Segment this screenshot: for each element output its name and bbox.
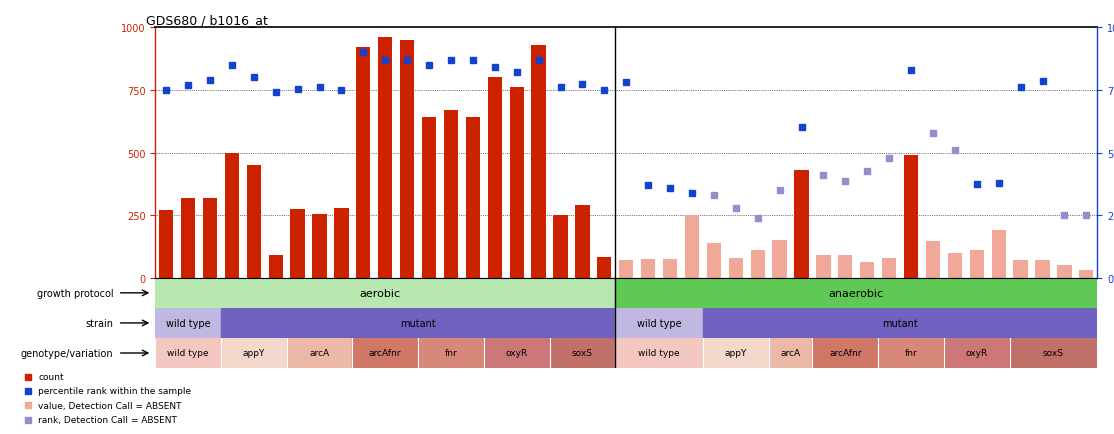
Bar — [926, 242, 940, 278]
Text: mutant: mutant — [882, 318, 918, 328]
Bar — [268, 256, 283, 278]
Bar — [838, 256, 852, 278]
Bar — [443, 111, 458, 278]
Bar — [615, 338, 703, 368]
Bar — [155, 278, 615, 308]
Bar — [703, 308, 1097, 338]
Bar — [286, 338, 352, 368]
Bar — [509, 88, 524, 278]
Bar — [221, 308, 615, 338]
Bar — [729, 258, 743, 278]
Bar — [706, 243, 721, 278]
Text: aerobic: aerobic — [359, 288, 400, 298]
Text: fnr: fnr — [905, 349, 918, 358]
Bar — [703, 338, 769, 368]
Text: value, Detection Call = ABSENT: value, Detection Call = ABSENT — [39, 401, 182, 410]
Text: arcA: arcA — [781, 349, 801, 358]
Bar — [969, 251, 984, 278]
Text: rank, Detection Call = ABSENT: rank, Detection Call = ABSENT — [39, 415, 177, 424]
Bar — [878, 338, 944, 368]
Text: wild type: wild type — [638, 349, 680, 358]
Bar — [1079, 271, 1094, 278]
Text: anaerobic: anaerobic — [829, 288, 883, 298]
Bar — [641, 260, 655, 278]
Bar — [615, 278, 1097, 308]
Bar — [817, 256, 831, 278]
Bar — [794, 171, 809, 278]
Text: percentile rank within the sample: percentile rank within the sample — [39, 387, 192, 395]
Bar — [991, 231, 1006, 278]
Bar — [203, 198, 217, 278]
Bar — [378, 38, 392, 278]
Text: growth protocol: growth protocol — [37, 288, 114, 298]
Bar — [1057, 266, 1072, 278]
Text: strain: strain — [86, 318, 114, 328]
Text: soxS: soxS — [571, 349, 593, 358]
Bar — [615, 308, 703, 338]
Bar — [488, 78, 502, 278]
Bar — [1014, 261, 1028, 278]
Bar — [549, 338, 615, 368]
Text: soxS: soxS — [1043, 349, 1064, 358]
Bar — [400, 41, 414, 278]
Text: wild type: wild type — [166, 318, 211, 328]
Text: fnr: fnr — [444, 349, 458, 358]
Text: arcA: arcA — [310, 349, 330, 358]
Bar — [882, 258, 897, 278]
Bar — [246, 166, 261, 278]
Bar — [597, 257, 612, 278]
Bar — [948, 253, 962, 278]
Bar — [769, 338, 812, 368]
Bar — [944, 338, 1009, 368]
Bar — [155, 338, 221, 368]
Text: arcAfnr: arcAfnr — [829, 349, 861, 358]
Bar — [812, 338, 878, 368]
Text: appY: appY — [724, 349, 747, 358]
Bar — [772, 241, 786, 278]
Text: wild type: wild type — [167, 349, 208, 358]
Bar — [155, 308, 221, 338]
Bar — [312, 214, 326, 278]
Text: oxyR: oxyR — [506, 349, 528, 358]
Bar — [860, 262, 874, 278]
Text: count: count — [39, 372, 65, 381]
Bar — [418, 338, 483, 368]
Text: appY: appY — [243, 349, 265, 358]
Bar — [334, 208, 349, 278]
Bar — [291, 210, 305, 278]
Text: wild type: wild type — [637, 318, 682, 328]
Bar — [466, 118, 480, 278]
Bar — [903, 156, 918, 278]
Bar — [1035, 261, 1049, 278]
Bar — [221, 338, 286, 368]
Bar — [751, 251, 765, 278]
Bar — [159, 210, 174, 278]
Bar — [422, 118, 437, 278]
Text: oxyR: oxyR — [966, 349, 988, 358]
Bar — [575, 206, 589, 278]
Bar — [663, 260, 677, 278]
Bar — [352, 338, 418, 368]
Text: GDS680 / b1016_at: GDS680 / b1016_at — [146, 14, 267, 27]
Text: mutant: mutant — [400, 318, 436, 328]
Bar — [483, 338, 549, 368]
Bar — [531, 46, 546, 278]
Bar — [356, 48, 371, 278]
Bar — [619, 261, 634, 278]
Bar — [225, 153, 240, 278]
Bar — [554, 216, 568, 278]
Bar — [180, 198, 195, 278]
Bar — [685, 216, 700, 278]
Bar — [1009, 338, 1097, 368]
Text: arcAfnr: arcAfnr — [369, 349, 401, 358]
Text: genotype/variation: genotype/variation — [21, 348, 114, 358]
